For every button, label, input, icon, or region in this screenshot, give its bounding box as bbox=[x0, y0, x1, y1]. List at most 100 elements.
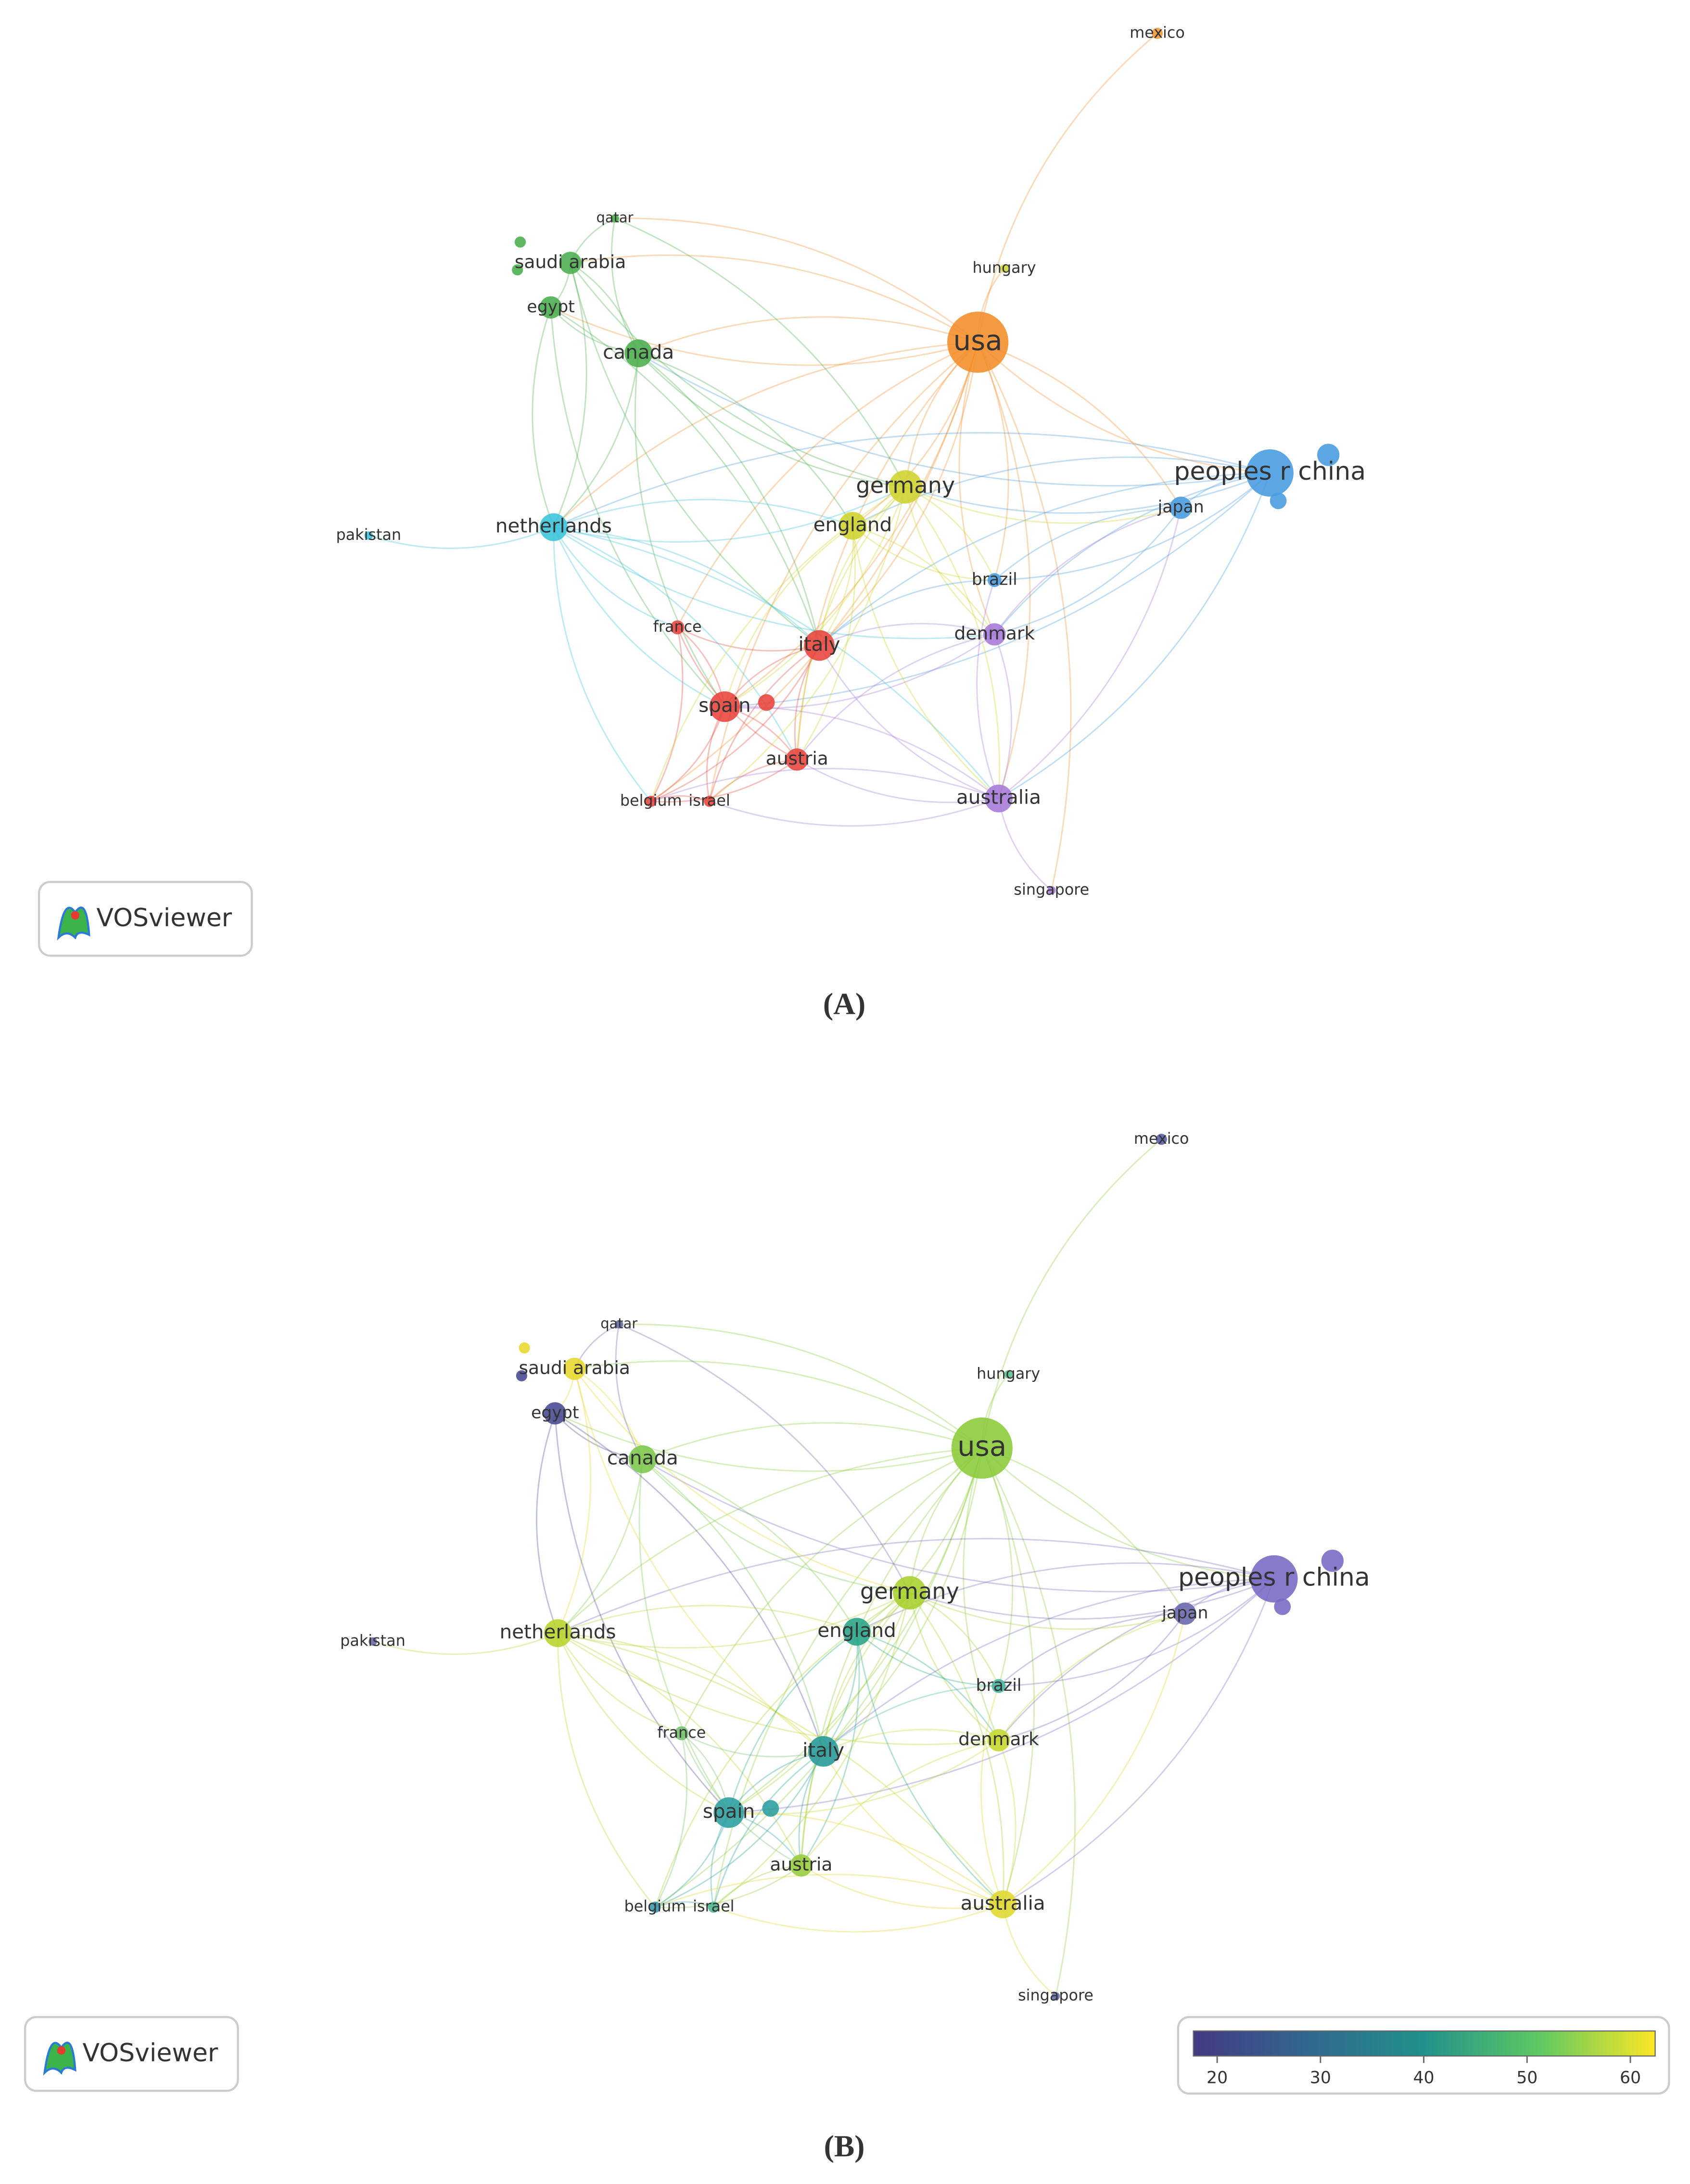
edge bbox=[557, 1459, 644, 1634]
edge bbox=[993, 634, 1012, 799]
node bbox=[762, 1800, 779, 1817]
edge bbox=[724, 525, 853, 707]
edge bbox=[573, 1368, 824, 1752]
edge bbox=[681, 1733, 824, 1758]
node-label: italy bbox=[798, 632, 840, 655]
edge bbox=[994, 472, 1271, 581]
edge bbox=[655, 1751, 824, 1908]
edge bbox=[615, 1324, 644, 1460]
node-label: israel bbox=[693, 1898, 734, 1916]
edge bbox=[638, 353, 1270, 486]
edge bbox=[554, 1413, 730, 1814]
edge bbox=[553, 527, 725, 707]
edge bbox=[819, 472, 1270, 646]
edge bbox=[998, 1613, 1186, 1741]
edge bbox=[823, 1632, 858, 1752]
edge bbox=[981, 1138, 1162, 1448]
edge bbox=[852, 525, 995, 581]
edge bbox=[823, 1592, 910, 1752]
edge bbox=[856, 1631, 1000, 1741]
node-label: australia bbox=[956, 785, 1041, 808]
node bbox=[987, 1729, 1010, 1751]
node-label: spain bbox=[699, 694, 750, 717]
edge bbox=[977, 33, 1158, 343]
edge bbox=[638, 1459, 730, 1813]
logo-text: VOSviewer bbox=[83, 2039, 218, 2068]
logo-icon-dot bbox=[57, 2046, 66, 2055]
edge bbox=[650, 706, 725, 802]
edge bbox=[823, 1685, 999, 1752]
edge bbox=[553, 526, 678, 628]
edge bbox=[852, 342, 978, 526]
node-label: spain bbox=[703, 1800, 755, 1823]
edge bbox=[553, 526, 820, 646]
edge bbox=[819, 579, 995, 646]
edge bbox=[550, 307, 820, 646]
node-label: egypt bbox=[531, 1403, 579, 1422]
edge bbox=[909, 1592, 1004, 1904]
node-label: singapore bbox=[1014, 881, 1089, 898]
edge bbox=[655, 1865, 802, 1909]
edge bbox=[909, 1578, 1274, 1620]
edge bbox=[709, 342, 978, 802]
edge bbox=[634, 353, 725, 707]
node-label: austria bbox=[770, 1853, 832, 1875]
edge bbox=[574, 1360, 983, 1449]
node-label: peoples r china bbox=[1174, 457, 1366, 486]
node bbox=[1051, 1992, 1060, 2001]
node bbox=[1047, 886, 1056, 894]
colorbar-tick-label: 20 bbox=[1207, 2068, 1228, 2087]
edge bbox=[655, 1874, 1004, 1908]
edge bbox=[650, 342, 978, 802]
edge bbox=[998, 1613, 1185, 1741]
node-label: netherlands bbox=[496, 514, 612, 537]
node bbox=[708, 1902, 719, 1913]
node bbox=[1321, 1549, 1344, 1572]
node bbox=[544, 1619, 572, 1648]
edge bbox=[651, 759, 798, 803]
node-label: austria bbox=[766, 748, 828, 769]
edge bbox=[553, 353, 639, 528]
edge bbox=[994, 507, 1182, 635]
edge bbox=[1002, 1578, 1275, 1905]
node bbox=[843, 1618, 871, 1646]
edge bbox=[555, 1413, 982, 1472]
edge bbox=[638, 316, 978, 354]
node bbox=[364, 531, 373, 540]
node-label: mexico bbox=[1134, 1130, 1189, 1148]
node-label: mexico bbox=[1130, 24, 1185, 41]
node-label: belgium bbox=[624, 1898, 686, 1916]
edge bbox=[823, 1751, 1004, 1905]
edge bbox=[796, 486, 906, 760]
edge bbox=[909, 1592, 1185, 1630]
node-label: japan bbox=[1157, 498, 1204, 517]
edge bbox=[981, 1448, 1035, 1905]
colorbar bbox=[1193, 2030, 1656, 2057]
edge bbox=[724, 472, 1271, 708]
edge bbox=[642, 1458, 858, 1632]
node-label: pakistan bbox=[336, 526, 402, 544]
edge bbox=[557, 1633, 682, 1734]
edge bbox=[550, 307, 725, 707]
edge bbox=[905, 486, 1182, 524]
node bbox=[713, 1797, 744, 1828]
node bbox=[563, 1357, 586, 1380]
node-label: japan bbox=[1161, 1604, 1208, 1623]
edge bbox=[532, 307, 555, 528]
edge bbox=[372, 1632, 559, 1655]
node-label: usa bbox=[957, 1430, 1006, 1463]
edge bbox=[709, 645, 820, 802]
edge bbox=[905, 486, 1001, 799]
node-label: france bbox=[653, 618, 702, 636]
node bbox=[514, 236, 526, 248]
logo-box bbox=[38, 881, 253, 957]
edge bbox=[638, 352, 853, 526]
edge bbox=[998, 1613, 1185, 1687]
edge bbox=[729, 1578, 1275, 1814]
edge bbox=[610, 218, 639, 354]
colorbar-tick-label: 30 bbox=[1310, 2068, 1331, 2087]
edge bbox=[655, 1812, 730, 1908]
colorbar-tick-label: 60 bbox=[1620, 2068, 1641, 2087]
edge bbox=[619, 1323, 911, 1593]
node bbox=[991, 1679, 1006, 1693]
